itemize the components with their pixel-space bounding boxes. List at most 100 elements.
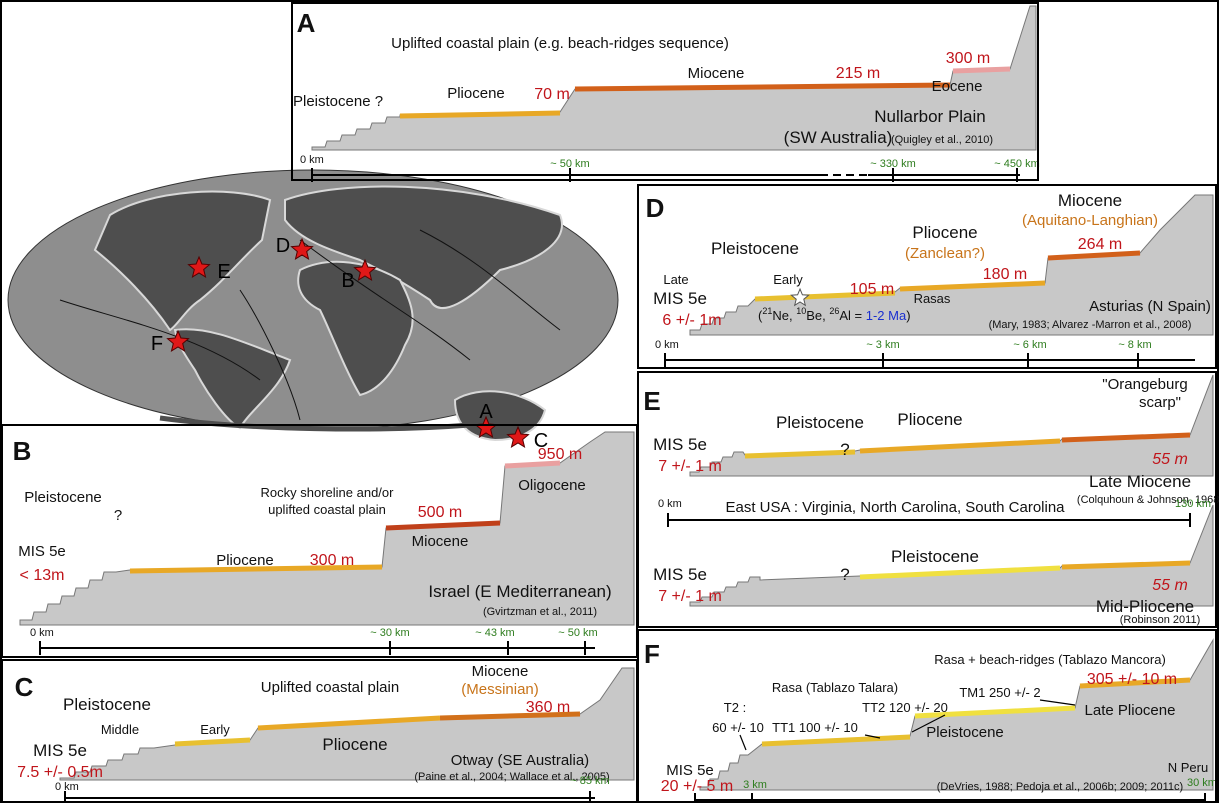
label: 180 m: [983, 266, 1027, 283]
label: 20 +/- 5 m: [661, 778, 733, 795]
label: Rasa (Tablazo Talara): [772, 680, 898, 695]
label: 70 m: [534, 86, 570, 103]
label: T2 :: [724, 700, 746, 715]
label: Miocene: [688, 65, 745, 82]
label: Pleistocene: [776, 413, 864, 432]
figure: AUplifted coastal plain (e.g. beach-ridg…: [0, 0, 1219, 803]
label: Uplifted coastal plain: [261, 679, 399, 696]
label: Israel (E Mediterranean): [428, 582, 611, 601]
label: Uplifted coastal plain (e.g. beach-ridge…: [391, 35, 729, 52]
label: 305 +/- 10 m: [1087, 671, 1177, 688]
label: Asturias (N Spain): [1089, 298, 1211, 315]
label: scarp": [1139, 394, 1181, 411]
label: Pleistocene: [891, 547, 979, 566]
label: Middle: [101, 722, 139, 737]
dating-part: 26: [829, 306, 839, 316]
label: ~ 30 km: [370, 627, 409, 639]
label: Eocene: [932, 78, 983, 95]
label: (Robinson 2011): [1120, 614, 1201, 626]
label: 0 km: [655, 339, 679, 351]
terrace: [505, 463, 560, 466]
dating-part: 1-2 Ma: [866, 308, 907, 323]
world-map: [8, 170, 618, 440]
label: Pliocene: [912, 223, 977, 242]
label: ~ 450 km: [994, 158, 1040, 170]
label: 55 m: [1152, 577, 1188, 594]
label: 300 m: [946, 50, 990, 67]
label: East USA : Virginia, North Carolina, Sou…: [725, 499, 1065, 516]
label: Late Miocene: [1089, 472, 1191, 491]
label: ?: [840, 565, 849, 584]
label: E: [217, 261, 230, 283]
label: < 13m: [20, 567, 65, 584]
label: 3 km: [743, 779, 767, 791]
label: Miocene: [1058, 191, 1122, 210]
label: 0 km: [658, 498, 682, 510]
label: Early: [200, 722, 230, 737]
label: 0 km: [55, 781, 79, 793]
label: Pliocene: [216, 552, 274, 569]
label: F: [151, 333, 163, 355]
label: MIS 5e: [653, 435, 707, 454]
label: Miocene: [472, 663, 529, 680]
label: B: [13, 436, 32, 466]
arrow: [740, 735, 746, 750]
label: 55 m: [1152, 451, 1188, 468]
label: MIS 5e: [18, 543, 66, 560]
label: (Gvirtzman et al., 2011): [483, 606, 597, 618]
label: Pleistocene: [63, 695, 151, 714]
label: ~ 43 km: [475, 627, 514, 639]
label: ~ 330 km: [870, 158, 916, 170]
label: TM1 250 +/- 2: [959, 685, 1040, 700]
label: 300 m: [310, 552, 354, 569]
dating-part: 10: [796, 306, 806, 316]
profile: [312, 6, 1036, 150]
label: "Orangeburg: [1102, 376, 1187, 393]
label: (Zanclean?): [905, 245, 985, 262]
label: Pleistocene: [926, 724, 1004, 741]
label: Otway (SE Australia): [451, 752, 589, 769]
dating-part: Be,: [806, 308, 829, 323]
label: C: [15, 672, 34, 702]
label: 7 +/- 1 m: [658, 458, 722, 475]
label: ~ 3 km: [866, 339, 899, 351]
label: 0 km: [30, 627, 54, 639]
label: MIS 5e: [33, 741, 87, 760]
label: (Messinian): [461, 681, 539, 698]
label: F: [644, 639, 660, 669]
label: Pleistocene: [711, 239, 799, 258]
label: Pleistocene ?: [293, 93, 383, 110]
label: 360 m: [526, 699, 570, 716]
label: Rasas: [914, 291, 951, 306]
label: ~ 50 km: [558, 627, 597, 639]
label: Pliocene: [447, 85, 505, 102]
label: 264 m: [1078, 236, 1122, 253]
label: (DeVries, 1988; Pedoja et al., 2006b; 20…: [937, 781, 1183, 793]
label: D: [276, 235, 290, 257]
label: 30 km: [1187, 777, 1217, 789]
label: Rocky shoreline and/or: [261, 485, 395, 500]
label: (Quigley et al., 2010): [891, 134, 993, 146]
label: MIS 5e: [653, 565, 707, 584]
label: 7.5 +/- 0.5m: [17, 764, 103, 781]
label: 130 km: [1175, 498, 1211, 510]
label: (SW Australia): [784, 128, 893, 147]
label: 6 +/- 1m: [662, 312, 721, 329]
arrow: [1040, 700, 1075, 705]
label: Early: [773, 272, 803, 287]
label: ~ 50 km: [550, 158, 589, 170]
label: ~ 6 km: [1013, 339, 1046, 351]
label: (Aquitano-Langhian): [1022, 212, 1158, 229]
label: ~ 85 km: [570, 775, 609, 787]
dating-part: Al =: [839, 308, 865, 323]
label: TT1 100 +/- 10: [772, 720, 858, 735]
label: Pliocene: [897, 410, 962, 429]
label: Pliocene: [322, 735, 387, 754]
label: 500 m: [418, 504, 462, 521]
label: TT2 120 +/- 20: [862, 700, 948, 715]
label: Late: [663, 272, 688, 287]
label: Rasa + beach-ridges (Tablazo Mancora): [934, 652, 1166, 667]
label: N Peru: [1168, 760, 1208, 775]
label: MIS 5e: [666, 762, 714, 779]
label: B: [341, 270, 354, 292]
